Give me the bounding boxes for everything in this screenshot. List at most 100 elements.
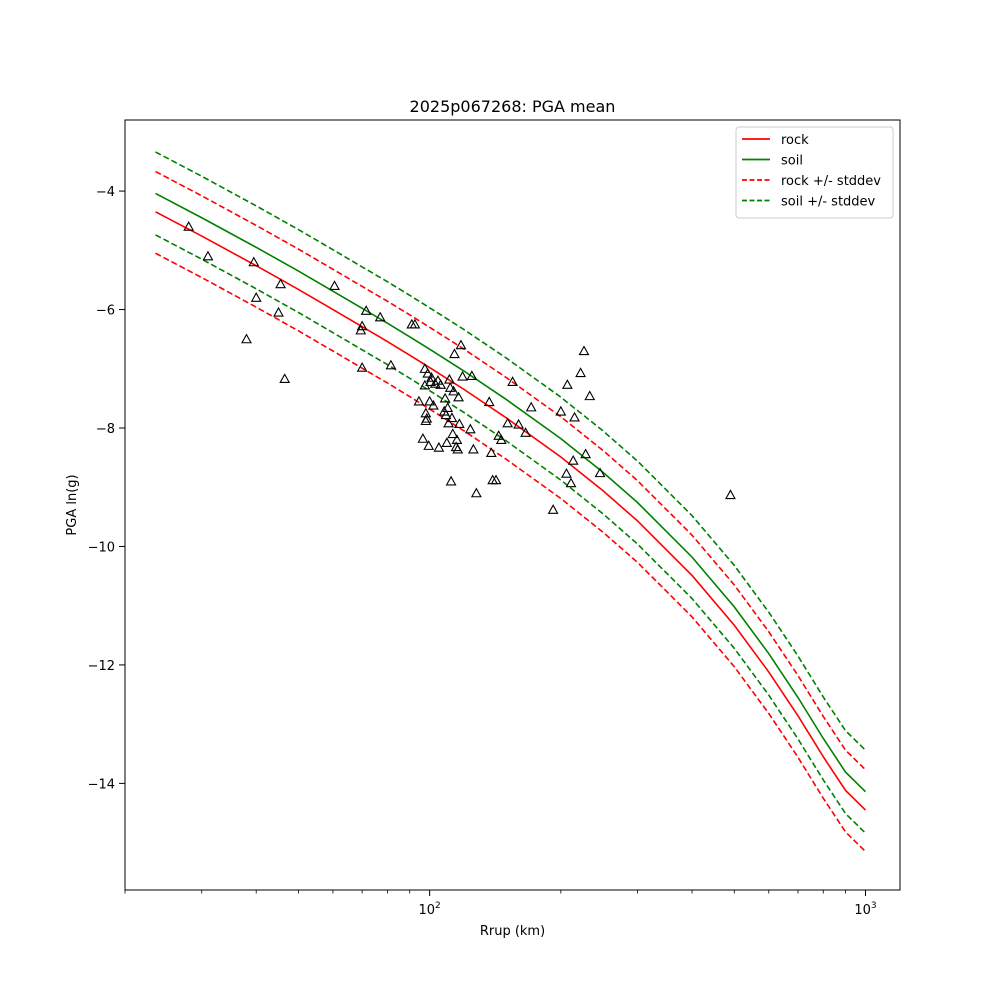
- observation-point: [445, 475, 457, 486]
- observation-point: [464, 423, 476, 434]
- observation-point: [444, 382, 456, 392]
- observation-point: [507, 376, 519, 386]
- observation-point: [455, 339, 467, 350]
- observation-point: [202, 250, 214, 261]
- y-tick-label: −6: [96, 304, 115, 319]
- y-tick-label: −10: [88, 540, 115, 555]
- x-tick-label: 103: [854, 901, 876, 918]
- y-tick-label: −8: [96, 422, 115, 437]
- observation-point: [441, 437, 453, 447]
- observation-point: [435, 379, 447, 389]
- x-tick-label: 102: [419, 901, 441, 918]
- observation-point: [275, 278, 287, 289]
- observation-point: [443, 373, 455, 384]
- observation-point: [451, 434, 463, 445]
- observation-point: [183, 220, 195, 231]
- observation-point: [466, 370, 478, 381]
- observation-point: [457, 370, 469, 381]
- observation-point: [495, 434, 507, 445]
- observation-point: [513, 418, 525, 429]
- observation-point: [413, 395, 425, 406]
- observation-point: [248, 256, 260, 267]
- observation-point: [594, 467, 606, 478]
- observation-point: [356, 361, 368, 372]
- observation-point: [447, 428, 459, 439]
- observation-point: [422, 367, 434, 378]
- series-line-3: [155, 170, 867, 771]
- observation-point: [561, 379, 573, 389]
- observation-point: [419, 363, 431, 373]
- observation-point: [452, 443, 464, 454]
- y-axis-label: PGA ln(g): [65, 474, 80, 535]
- observation-point: [490, 474, 502, 485]
- observation-point: [385, 359, 397, 370]
- observation-point: [356, 320, 368, 331]
- observation-point: [470, 487, 482, 498]
- series-line-4: [155, 252, 867, 853]
- y-tick-label: −4: [96, 185, 115, 200]
- observation-point: [360, 305, 372, 315]
- observation-point: [525, 401, 537, 412]
- observation-point: [575, 367, 587, 378]
- observation-point: [279, 373, 291, 383]
- legend-label: rock: [781, 133, 809, 148]
- legend-label: rock +/- stddev: [781, 174, 881, 189]
- observation-point: [584, 390, 596, 401]
- observation-point: [329, 280, 340, 291]
- observation-point: [485, 447, 497, 458]
- observation-point: [448, 385, 460, 396]
- observation-point: [567, 454, 579, 465]
- observation-point: [409, 318, 421, 329]
- observation-point: [453, 391, 464, 402]
- y-tick-label: −14: [88, 777, 115, 792]
- observation-point: [423, 440, 435, 450]
- observation-point: [439, 392, 451, 403]
- observation-point: [374, 311, 386, 322]
- series-line-2: [155, 192, 867, 793]
- observation-point: [453, 418, 465, 429]
- observation-point: [440, 409, 452, 420]
- x-axis: 102 103: [124, 890, 877, 918]
- observation-point: [424, 395, 436, 406]
- observation-point: [442, 402, 454, 413]
- plot-frame: [124, 119, 901, 891]
- series-line-1: [155, 211, 867, 811]
- observation-point: [273, 306, 284, 317]
- series-line-6: [155, 234, 867, 834]
- observation-point: [467, 443, 479, 454]
- observation-point: [443, 417, 454, 428]
- observation-point: [250, 292, 262, 302]
- legend-label: soil +/- stddev: [781, 195, 876, 210]
- observation-point: [561, 467, 572, 478]
- observation-point: [429, 377, 441, 388]
- observation-markers: [183, 220, 736, 514]
- observation-point: [449, 348, 460, 359]
- observation-point: [446, 412, 458, 423]
- legend-label: soil: [781, 154, 803, 169]
- y-tick-label: −12: [88, 659, 115, 674]
- chart-title: 2025p067268: PGA mean: [410, 97, 616, 116]
- observation-point: [502, 417, 514, 428]
- observation-point: [555, 405, 567, 416]
- observation-point: [433, 441, 445, 452]
- observation-point: [520, 427, 532, 437]
- observation-point: [421, 412, 433, 423]
- observation-point: [417, 433, 429, 443]
- observation-point: [580, 448, 592, 459]
- observation-point: [725, 489, 736, 500]
- observation-point: [547, 504, 559, 514]
- observation-point: [569, 411, 580, 422]
- series-line-5: [155, 151, 867, 751]
- x-axis-label: Rrup (km): [480, 924, 545, 939]
- y-axis: −4 −6 −8 −10 −12 −14: [88, 185, 125, 792]
- observation-point: [241, 333, 252, 344]
- observation-point: [426, 372, 437, 382]
- series-lines: [155, 151, 867, 853]
- legend: rock soil rock +/- stddev soil +/- stddev: [735, 126, 894, 219]
- observation-point: [483, 396, 495, 407]
- observation-point: [427, 399, 439, 410]
- observation-point: [565, 477, 577, 488]
- legend-box: [735, 126, 894, 219]
- observation-point: [578, 345, 590, 356]
